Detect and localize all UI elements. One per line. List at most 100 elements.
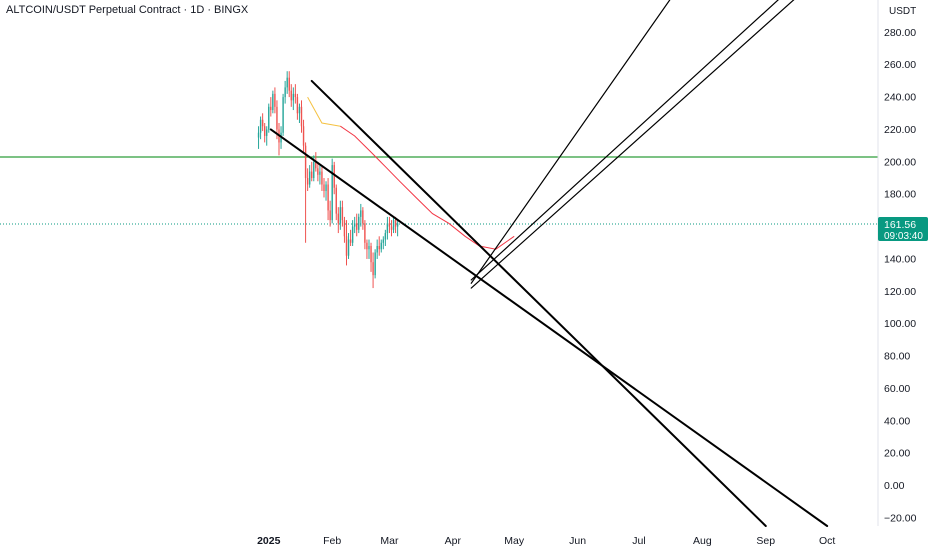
candle-body xyxy=(376,246,377,252)
candle xyxy=(268,104,269,133)
trendline-5[interactable] xyxy=(471,0,866,288)
candle xyxy=(286,71,287,94)
y-tick-label: 60.00 xyxy=(884,383,910,395)
candle-body xyxy=(284,87,285,97)
last-price-value: 161.56 xyxy=(884,219,916,231)
candle xyxy=(325,181,326,200)
y-tick-label: 220.00 xyxy=(884,124,916,136)
y-tick-label: 40.00 xyxy=(884,415,910,427)
candle xyxy=(301,100,302,132)
candle xyxy=(262,113,263,131)
candle xyxy=(393,217,394,233)
moving-average-early-line xyxy=(308,97,341,126)
candle-body xyxy=(289,78,290,91)
candle-body xyxy=(350,240,351,243)
candle-body xyxy=(356,223,357,229)
candle xyxy=(264,123,265,142)
candle-body xyxy=(258,133,259,138)
candle-countdown: 09:03:40 xyxy=(884,231,923,242)
candle-body xyxy=(340,207,341,223)
candle-body xyxy=(311,172,312,178)
candle xyxy=(299,104,300,123)
price-axis-background xyxy=(878,0,932,550)
candle-body xyxy=(303,126,304,145)
candle xyxy=(356,214,357,237)
y-tick-label: 280.00 xyxy=(884,27,916,39)
candle xyxy=(303,120,304,152)
candle xyxy=(381,240,382,253)
candle xyxy=(372,252,373,288)
candle xyxy=(387,217,388,240)
candle-body xyxy=(342,207,343,220)
candle-body xyxy=(309,172,310,185)
trendline-2[interactable] xyxy=(271,129,827,526)
candle-body xyxy=(385,233,386,239)
candle xyxy=(348,233,349,259)
candle-body xyxy=(397,223,398,226)
x-tick-label: Aug xyxy=(693,535,712,547)
candle-body xyxy=(293,94,294,100)
candle-body xyxy=(336,188,337,214)
x-tick-label: Jul xyxy=(632,535,645,547)
candle-body xyxy=(372,262,373,275)
candle xyxy=(379,236,380,255)
trendline-1[interactable] xyxy=(312,81,766,526)
candle xyxy=(329,201,330,227)
x-tick-label: May xyxy=(504,535,525,547)
candle-body xyxy=(291,91,292,101)
candle xyxy=(272,91,273,114)
y-tick-label: 120.00 xyxy=(884,286,916,298)
candle xyxy=(317,162,318,181)
candle xyxy=(362,207,363,230)
candle xyxy=(297,94,298,120)
candle-body xyxy=(358,217,359,230)
candle xyxy=(358,214,359,233)
candle xyxy=(389,217,390,233)
candle xyxy=(370,243,371,272)
candle-body xyxy=(379,246,380,249)
chart-title: ALTCOIN/USDT Perpetual Contract · 1D · B… xyxy=(6,4,248,16)
x-tick-label: Apr xyxy=(445,535,462,547)
currency-label[interactable]: USDT xyxy=(889,6,916,17)
candle-body xyxy=(348,240,349,256)
candle xyxy=(258,126,259,149)
candle-body xyxy=(295,94,296,97)
candle-body xyxy=(319,172,320,175)
x-tick-label: Sep xyxy=(756,535,775,547)
candle-body xyxy=(282,97,283,133)
y-tick-label: 0.00 xyxy=(884,480,905,492)
candle xyxy=(293,87,294,110)
candle xyxy=(307,168,308,191)
candle xyxy=(319,165,320,184)
candle xyxy=(364,220,365,249)
trendline-4[interactable] xyxy=(471,0,804,280)
candle xyxy=(350,230,351,246)
candle xyxy=(366,240,367,259)
candle xyxy=(360,204,361,227)
candle xyxy=(323,178,324,197)
candle xyxy=(309,165,310,188)
candle-body xyxy=(274,94,275,107)
candle xyxy=(334,162,335,194)
candle-body xyxy=(301,107,302,126)
candle xyxy=(289,71,290,97)
candle-body xyxy=(393,220,394,230)
candle xyxy=(368,240,369,259)
candle-body xyxy=(329,210,330,220)
candle-body xyxy=(317,168,318,174)
last-price-tag: 161.56 09:03:40 xyxy=(878,217,928,242)
y-tick-label: 80.00 xyxy=(884,351,910,363)
candle xyxy=(385,230,386,246)
candle xyxy=(344,217,345,243)
candle-body xyxy=(272,94,273,110)
candle-body xyxy=(338,214,339,224)
candle-body xyxy=(264,126,265,136)
candle-body xyxy=(286,78,287,88)
candle xyxy=(342,201,343,227)
candle-body xyxy=(368,246,369,249)
candle-body xyxy=(366,243,367,249)
y-tick-label: 180.00 xyxy=(884,189,916,201)
candle-body xyxy=(327,185,328,211)
candle-body xyxy=(354,223,355,226)
